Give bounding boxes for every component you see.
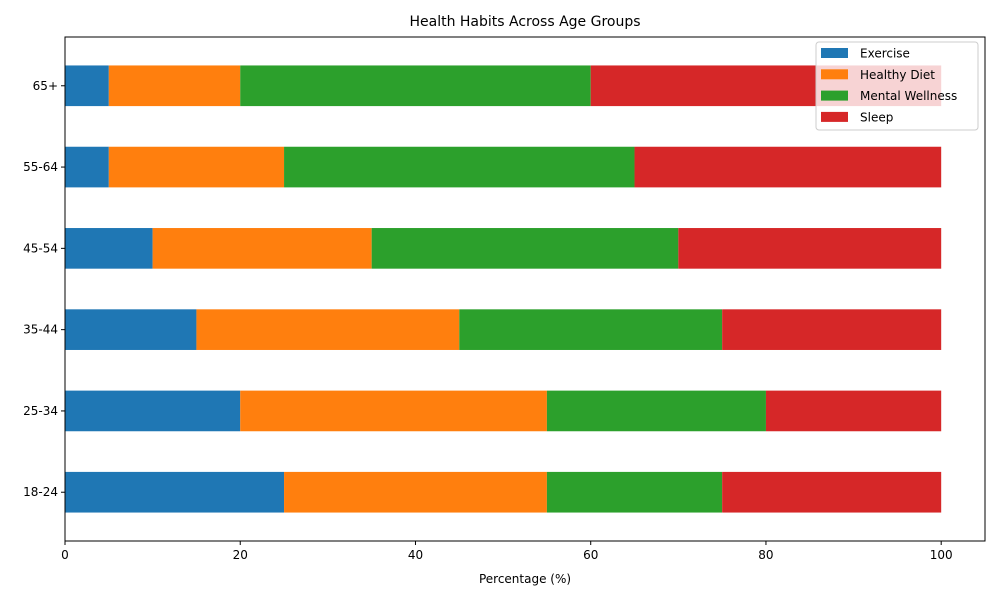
y-tick-label: 55-64 (23, 160, 58, 174)
x-tick-label: 0 (61, 548, 69, 562)
bars-group (65, 65, 942, 513)
bar-segment-mental-wellness-45-54 (371, 228, 679, 269)
legend-label-exercise: Exercise (860, 47, 910, 61)
bar-segment-exercise-55-64 (65, 146, 109, 188)
x-tick-label: 80 (758, 548, 773, 562)
bar-segment-healthy-diet-35-44 (196, 309, 460, 350)
y-tick-label: 25-34 (23, 404, 58, 418)
bar-segment-healthy-diet-55-64 (108, 146, 285, 188)
x-tick-label: 40 (408, 548, 423, 562)
legend-swatch-sleep (821, 111, 848, 122)
legend-label-mental-wellness: Mental Wellness (860, 89, 957, 103)
chart-title: Health Habits Across Age Groups (409, 14, 640, 30)
bar-segment-sleep-45-54 (678, 228, 942, 269)
bar-segment-mental-wellness-25-34 (546, 390, 766, 432)
bar-segment-exercise-35-44 (65, 309, 197, 350)
legend-swatch-healthy-diet (821, 69, 848, 80)
x-tick-label: 100 (930, 548, 953, 562)
x-tick-label: 20 (233, 548, 248, 562)
legend-items: Exercise Healthy Diet Mental Wellness Sleep (821, 47, 957, 124)
bar-segment-healthy-diet-65+ (108, 65, 241, 107)
y-tick-label: 18-24 (23, 485, 58, 499)
bar-segment-exercise-18-24 (65, 471, 285, 513)
bar-segment-sleep-18-24 (722, 471, 942, 513)
bar-segment-exercise-45-54 (65, 228, 153, 269)
legend: Exercise Healthy Diet Mental Wellness Sleep (815, 41, 979, 131)
x-axis: 0 20 40 60 80 100 (61, 541, 953, 562)
y-tick-label: 65+ (33, 79, 58, 93)
bar-segment-exercise-65+ (65, 65, 109, 107)
x-axis-label: Percentage (%) (479, 572, 571, 586)
bar-segment-sleep-35-44 (722, 309, 942, 350)
bar-segment-mental-wellness-55-64 (284, 146, 635, 188)
legend-swatch-mental-wellness (821, 90, 848, 101)
y-tick-label: 35-44 (23, 323, 58, 337)
bar-segment-mental-wellness-65+ (240, 65, 591, 107)
bar-segment-sleep-25-34 (765, 390, 942, 432)
bar-segment-healthy-diet-25-34 (240, 390, 547, 432)
plot-frame (64, 36, 986, 542)
bar-segment-healthy-diet-18-24 (284, 471, 547, 513)
bar-segment-mental-wellness-35-44 (459, 309, 723, 350)
bar-segment-sleep-55-64 (634, 146, 942, 188)
legend-box (815, 41, 979, 131)
legend-label-healthy-diet: Healthy Diet (860, 68, 935, 82)
y-axis: 18-24 25-34 35-44 45-54 55-64 65+ (23, 79, 65, 499)
legend-label-sleep: Sleep (860, 110, 893, 124)
bar-segment-mental-wellness-18-24 (546, 471, 723, 513)
legend-swatch-exercise (821, 48, 848, 58)
y-tick-label: 45-54 (23, 241, 58, 255)
x-tick-label: 60 (583, 548, 598, 562)
bar-segment-exercise-25-34 (65, 390, 241, 432)
bar-segment-healthy-diet-45-54 (152, 228, 372, 269)
